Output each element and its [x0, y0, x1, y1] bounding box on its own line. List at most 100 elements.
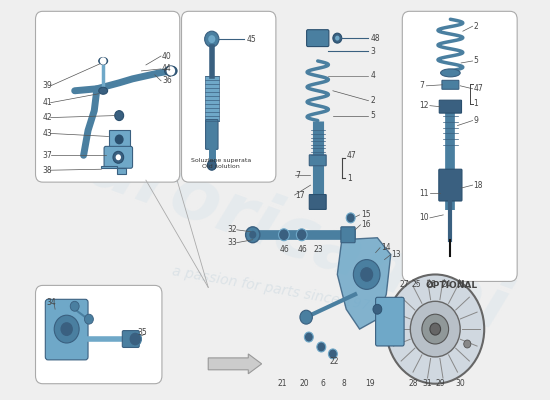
- Circle shape: [167, 67, 174, 75]
- Text: 13: 13: [392, 250, 402, 259]
- Circle shape: [386, 274, 484, 384]
- Text: 24: 24: [442, 280, 451, 289]
- Circle shape: [333, 33, 342, 43]
- Circle shape: [422, 314, 449, 344]
- Text: 39: 39: [43, 81, 52, 90]
- Circle shape: [296, 229, 307, 241]
- Text: 35: 35: [137, 328, 147, 336]
- Polygon shape: [108, 130, 130, 148]
- FancyBboxPatch shape: [182, 11, 276, 182]
- Text: a passion for parts since 1975: a passion for parts since 1975: [170, 264, 380, 314]
- Text: Euroricambi: Euroricambi: [33, 114, 517, 346]
- FancyBboxPatch shape: [36, 11, 180, 182]
- Ellipse shape: [98, 87, 108, 94]
- Text: 4: 4: [370, 71, 375, 80]
- Circle shape: [304, 332, 314, 342]
- Circle shape: [464, 340, 471, 348]
- Circle shape: [54, 315, 79, 343]
- Text: 28: 28: [409, 379, 418, 388]
- FancyBboxPatch shape: [309, 194, 326, 210]
- Bar: [205, 76, 219, 120]
- Text: 47: 47: [474, 84, 483, 93]
- Text: 2: 2: [370, 96, 375, 105]
- Text: 7: 7: [419, 81, 424, 90]
- Text: 16: 16: [361, 220, 371, 229]
- FancyBboxPatch shape: [36, 286, 162, 384]
- Ellipse shape: [98, 58, 108, 64]
- Text: 48: 48: [370, 34, 380, 43]
- Text: 23: 23: [314, 245, 323, 254]
- Ellipse shape: [164, 66, 177, 76]
- Text: 31: 31: [423, 379, 432, 388]
- Text: 31: 31: [456, 280, 466, 289]
- Circle shape: [249, 231, 256, 239]
- Text: 34: 34: [46, 298, 56, 307]
- Circle shape: [278, 229, 289, 241]
- Text: 15: 15: [361, 210, 371, 219]
- Text: 2: 2: [474, 22, 478, 31]
- Text: 43: 43: [43, 129, 52, 138]
- Ellipse shape: [441, 69, 460, 77]
- Polygon shape: [337, 238, 390, 329]
- Text: 14: 14: [381, 243, 390, 252]
- Text: 1: 1: [474, 99, 478, 108]
- Text: 44: 44: [162, 64, 172, 74]
- Text: 5: 5: [370, 111, 375, 120]
- Circle shape: [60, 322, 73, 336]
- FancyBboxPatch shape: [104, 146, 133, 168]
- Text: 27: 27: [400, 280, 409, 289]
- Circle shape: [85, 314, 94, 324]
- Text: 41: 41: [43, 98, 52, 107]
- Circle shape: [373, 304, 382, 314]
- Circle shape: [317, 342, 326, 352]
- Text: 8: 8: [342, 379, 346, 388]
- Circle shape: [410, 301, 460, 357]
- Text: 29: 29: [435, 379, 445, 388]
- FancyBboxPatch shape: [341, 227, 355, 243]
- Circle shape: [205, 31, 219, 47]
- Circle shape: [353, 260, 380, 289]
- FancyBboxPatch shape: [206, 120, 218, 149]
- Circle shape: [115, 134, 124, 144]
- Text: 5: 5: [474, 56, 478, 66]
- Text: 37: 37: [43, 151, 52, 160]
- Text: 40: 40: [162, 52, 172, 60]
- Text: 11: 11: [419, 188, 429, 198]
- Text: 12: 12: [419, 101, 429, 110]
- Text: Soluzione superata: Soluzione superata: [190, 158, 251, 163]
- Circle shape: [360, 266, 374, 282]
- FancyArrow shape: [208, 354, 262, 374]
- Text: 32: 32: [228, 225, 238, 234]
- Text: 46: 46: [297, 245, 307, 254]
- Circle shape: [70, 301, 79, 311]
- FancyBboxPatch shape: [439, 169, 462, 201]
- Text: 38: 38: [43, 166, 52, 175]
- Text: 47: 47: [347, 151, 357, 160]
- Text: 22: 22: [329, 357, 339, 366]
- Circle shape: [208, 35, 216, 43]
- Circle shape: [101, 58, 106, 64]
- FancyBboxPatch shape: [122, 330, 139, 348]
- Text: 26: 26: [426, 280, 436, 289]
- Text: 33: 33: [228, 238, 238, 247]
- Text: 7: 7: [295, 171, 300, 180]
- Text: Old solution: Old solution: [202, 164, 240, 169]
- Circle shape: [430, 323, 441, 335]
- Text: 30: 30: [456, 379, 465, 388]
- Polygon shape: [101, 166, 127, 174]
- Text: 6: 6: [321, 379, 325, 388]
- FancyBboxPatch shape: [402, 11, 517, 282]
- FancyBboxPatch shape: [306, 30, 329, 46]
- FancyBboxPatch shape: [439, 100, 461, 113]
- Circle shape: [300, 310, 312, 324]
- Circle shape: [129, 332, 141, 346]
- Text: 17: 17: [295, 190, 305, 200]
- Text: 36: 36: [162, 76, 172, 85]
- FancyBboxPatch shape: [442, 80, 459, 89]
- Text: 18: 18: [474, 181, 483, 190]
- Text: 45: 45: [246, 35, 256, 44]
- Text: 9: 9: [474, 116, 478, 125]
- Text: OPTIONAL: OPTIONAL: [425, 282, 477, 290]
- Text: 1: 1: [347, 174, 352, 183]
- FancyBboxPatch shape: [45, 299, 88, 360]
